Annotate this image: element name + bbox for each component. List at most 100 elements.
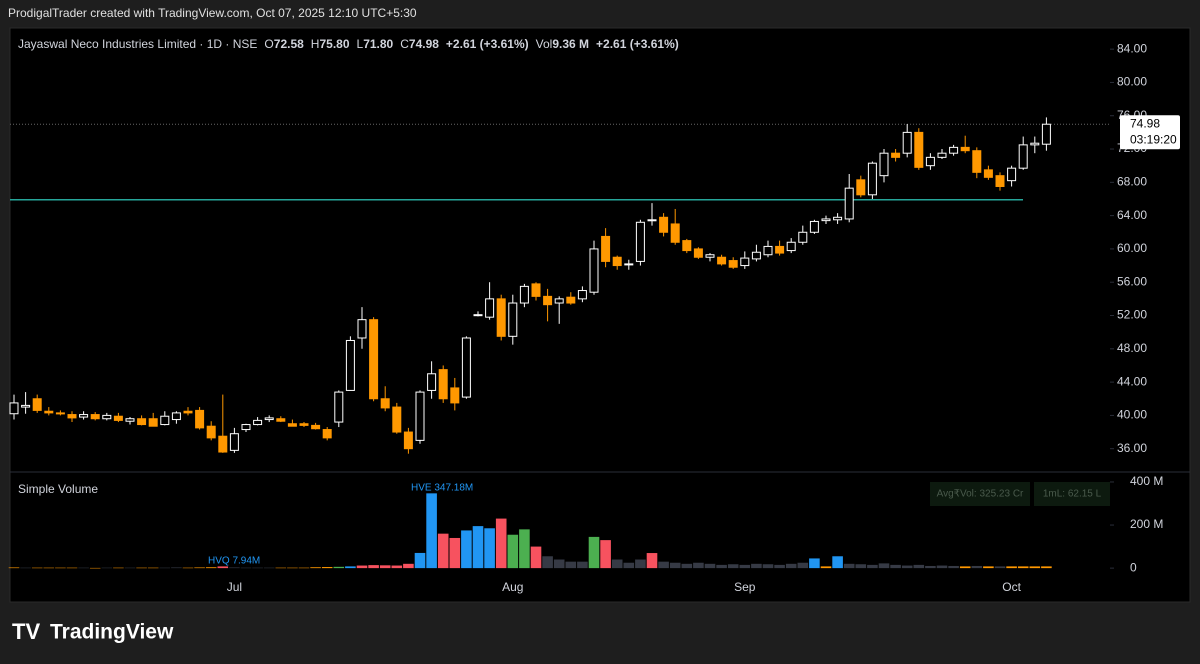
candle-body <box>786 241 796 252</box>
candle-body <box>496 298 506 337</box>
candle-body <box>322 429 332 439</box>
candle-body <box>195 409 205 429</box>
ml-stat: 1mL: 62.15 L <box>1043 489 1102 500</box>
volume-bar <box>345 566 356 569</box>
candle-body <box>171 412 181 421</box>
volume-bar <box>194 567 205 569</box>
volume-bar <box>878 563 890 569</box>
candle-body <box>519 285 529 304</box>
stat-box <box>1034 482 1110 506</box>
volume-bar <box>321 567 333 569</box>
volume-bar <box>414 552 426 569</box>
candle-body <box>403 431 413 450</box>
candle-body <box>577 290 587 300</box>
volume-bar <box>240 567 252 569</box>
volume-bar <box>751 563 762 569</box>
candle-body <box>1030 142 1040 146</box>
volume-bar <box>20 567 31 569</box>
volume-bar <box>959 566 971 569</box>
ohlc-label: O <box>264 37 274 51</box>
y-tick-label: 36.00 <box>1117 441 1147 455</box>
candle-body <box>461 337 471 398</box>
candle-body <box>90 414 100 420</box>
volume-bar <box>855 564 867 569</box>
y-tick-label: 60.00 <box>1117 241 1147 255</box>
volume-bar <box>530 546 542 569</box>
volume-bar <box>182 567 194 569</box>
volume-bar <box>437 533 449 569</box>
candle-body <box>264 417 274 421</box>
volume-bar <box>797 562 809 569</box>
candle-body <box>937 152 947 158</box>
candle-body <box>32 398 42 411</box>
candle-body <box>450 387 460 404</box>
candle-body <box>949 146 959 154</box>
volume-bar <box>31 567 43 569</box>
volume-annotation: HVE 347.18M <box>411 483 473 494</box>
volume-bar <box>484 528 495 569</box>
volume-bar <box>89 567 101 569</box>
candle-body <box>334 391 344 423</box>
candle-body <box>833 216 843 221</box>
candle-body <box>554 298 564 304</box>
volume-bar <box>820 566 832 569</box>
candle-body <box>380 398 390 409</box>
volume-bar <box>727 564 739 569</box>
volume-bar <box>147 567 159 569</box>
candle-body <box>287 423 297 427</box>
volume-bar <box>8 567 20 569</box>
candle-body <box>357 319 367 339</box>
volume-bar <box>472 526 484 569</box>
volume-bar <box>461 530 472 569</box>
price-box <box>1120 115 1180 150</box>
volume-bar <box>1017 566 1029 569</box>
volume-title: Simple Volume <box>18 482 98 496</box>
candle-body <box>809 220 819 233</box>
candle-body <box>891 152 901 158</box>
volume-bar <box>635 559 646 569</box>
candle-body <box>601 235 611 262</box>
volume-bar <box>495 518 507 569</box>
volume-bar <box>159 567 171 569</box>
candle-body <box>9 402 19 415</box>
volume-bar <box>762 564 774 569</box>
volume-bar <box>78 567 89 569</box>
stat-box <box>930 482 1030 506</box>
countdown: 03:19:20 <box>1130 132 1177 146</box>
attribution: ProdigalTrader created with TradingView.… <box>8 6 417 20</box>
candle-body <box>1007 167 1017 182</box>
volume-bar <box>971 565 983 569</box>
volume-bar <box>217 566 229 569</box>
candle-body <box>728 260 738 268</box>
volume-bar <box>43 567 55 569</box>
candle-body <box>983 169 993 178</box>
candle-body <box>635 221 645 262</box>
volume-bar <box>403 563 414 569</box>
candle-body <box>79 414 89 418</box>
candle-body <box>659 216 669 233</box>
candle-body <box>299 423 309 426</box>
ohlc-value: 74.98 <box>408 37 439 51</box>
volume-bar <box>136 567 147 569</box>
candle-body <box>345 339 355 391</box>
candle-body <box>1018 144 1028 169</box>
candle-body <box>206 425 216 439</box>
y-tick-label: 44.00 <box>1117 374 1147 388</box>
volume-label: Vol <box>535 37 553 51</box>
candle-body <box>682 240 692 252</box>
y-tick-label: 40.00 <box>1117 408 1147 422</box>
y-tick-label: 56.00 <box>1117 274 1147 288</box>
volume-bar <box>1029 566 1041 569</box>
volume-bar <box>577 561 588 569</box>
volume-bar <box>507 534 519 569</box>
ohlc-item: L71.80 <box>357 37 394 51</box>
logo: TradingView <box>50 621 174 644</box>
volume-bar <box>925 565 936 569</box>
symbol-title: Jayaswal Neco Industries Limited · 1D · … <box>18 37 258 51</box>
candle-body <box>775 245 785 254</box>
volume-bar <box>658 561 669 569</box>
candle-body <box>995 175 1005 187</box>
volume-tick-label: 400 M <box>1130 474 1163 488</box>
